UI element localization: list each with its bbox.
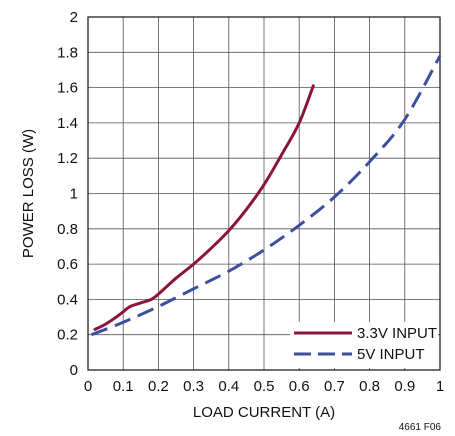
x-tick-label: 0.3	[183, 378, 204, 395]
legend-label-5v: 5V INPUT	[357, 346, 425, 363]
series-line-3v3	[93, 84, 315, 331]
legend-label-3v3: 3.3V INPUT	[357, 325, 437, 342]
x-tick-label: 0	[84, 378, 92, 395]
y-tick-label: 1	[70, 186, 78, 203]
legend-background	[290, 322, 438, 368]
y-tick-label: 0.2	[57, 327, 78, 344]
x-tick-label: 0.7	[324, 378, 345, 395]
x-tick-label: 0.1	[113, 378, 134, 395]
series-line-5v	[90, 55, 442, 337]
y-tick-label: 1.4	[57, 115, 78, 132]
x-tick-label: 0.9	[394, 378, 415, 395]
x-tick-label: 0.8	[359, 378, 380, 395]
y-tick-label: 1.6	[57, 80, 78, 97]
legend: 3.3V INPUT 5V INPUT	[290, 322, 438, 368]
x-tick-label: 0.5	[254, 378, 275, 395]
x-tick-labels: 0 0.1 0.2 0.3 0.4 0.5 0.6 0.7 0.8 0.9 1	[84, 378, 444, 395]
x-tick-label: 0.4	[218, 378, 239, 395]
grid-lines	[88, 17, 440, 370]
y-tick-label: 2	[70, 9, 78, 26]
x-tick-label: 0.6	[289, 378, 310, 395]
x-tick-label: 0.2	[148, 378, 169, 395]
series-layer	[90, 55, 442, 337]
x-axis-title: LOAD CURRENT (A)	[193, 404, 335, 421]
y-tick-label: 1.8	[57, 44, 78, 61]
y-tick-label: 0.6	[57, 256, 78, 273]
y-axis-title: POWER LOSS (W)	[20, 129, 37, 258]
y-tick-label: 1.2	[57, 150, 78, 167]
y-tick-label: 0.8	[57, 221, 78, 238]
y-tick-label: 0.4	[57, 291, 78, 308]
plot-frame	[87, 16, 441, 371]
y-tick-label: 0	[70, 362, 78, 379]
figure-id: 4661 F06	[399, 422, 442, 433]
y-tick-labels: 0 0.2 0.4 0.6 0.8 1 1.2 1.4 1.6 1.8 2	[57, 9, 78, 379]
x-tick-label: 1	[436, 378, 444, 395]
